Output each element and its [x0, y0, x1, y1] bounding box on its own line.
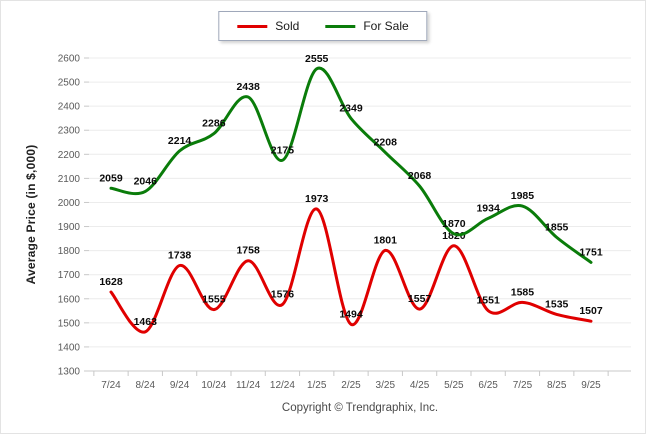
svg-text:2600: 2600	[58, 54, 81, 65]
svg-text:1900: 1900	[58, 222, 81, 233]
svg-text:2438: 2438	[236, 81, 260, 93]
svg-text:1500: 1500	[58, 318, 81, 329]
legend-label-sold: Sold	[275, 19, 300, 33]
svg-text:4/25: 4/25	[410, 380, 430, 391]
svg-text:1300: 1300	[58, 367, 81, 378]
svg-text:Average Price (in $,000): Average Price (in $,000)	[24, 145, 38, 285]
svg-text:2059: 2059	[99, 172, 123, 184]
svg-text:1855: 1855	[545, 221, 569, 233]
svg-text:1/25: 1/25	[307, 380, 327, 391]
svg-text:2046: 2046	[134, 175, 158, 187]
svg-text:9/25: 9/25	[581, 380, 601, 391]
svg-text:1870: 1870	[442, 218, 466, 230]
svg-text:7/24: 7/24	[101, 380, 121, 391]
svg-text:1585: 1585	[511, 286, 535, 298]
legend-item-for-sale: For Sale	[325, 19, 409, 33]
svg-text:3/25: 3/25	[376, 380, 396, 391]
legend-item-sold: Sold	[237, 19, 299, 33]
svg-text:1934: 1934	[476, 202, 500, 214]
svg-text:2100: 2100	[58, 174, 81, 185]
svg-text:1600: 1600	[58, 294, 81, 305]
svg-text:1494: 1494	[339, 308, 363, 320]
copyright-text: Copyright © Trendgraphix, Inc.	[281, 402, 439, 414]
svg-text:6/25: 6/25	[478, 380, 498, 391]
svg-text:1551: 1551	[476, 295, 500, 307]
svg-text:1576: 1576	[271, 289, 295, 301]
svg-text:1820: 1820	[442, 230, 466, 242]
svg-text:2208: 2208	[374, 136, 398, 148]
svg-text:2300: 2300	[58, 126, 81, 137]
svg-text:1985: 1985	[511, 190, 535, 202]
for-sale-line-swatch	[325, 24, 356, 28]
svg-text:1738: 1738	[168, 250, 192, 262]
svg-text:7/25: 7/25	[513, 380, 533, 391]
svg-text:1507: 1507	[579, 305, 603, 317]
legend-label-for-sale: For Sale	[363, 19, 409, 33]
svg-text:2214: 2214	[168, 135, 192, 147]
svg-text:8/25: 8/25	[547, 380, 567, 391]
sold-line-swatch	[237, 24, 268, 28]
svg-text:1800: 1800	[58, 246, 81, 257]
svg-text:10/24: 10/24	[201, 380, 226, 391]
svg-text:1700: 1700	[58, 270, 81, 281]
svg-text:1801: 1801	[374, 234, 398, 246]
svg-text:12/24: 12/24	[270, 380, 295, 391]
svg-text:1463: 1463	[134, 316, 158, 328]
svg-text:1557: 1557	[408, 293, 432, 305]
svg-text:2286: 2286	[202, 118, 226, 130]
svg-text:9/24: 9/24	[170, 380, 190, 391]
svg-text:1400: 1400	[58, 342, 81, 353]
svg-text:1628: 1628	[99, 276, 123, 288]
svg-text:11/24: 11/24	[236, 380, 261, 391]
svg-text:1973: 1973	[305, 193, 329, 205]
svg-text:2349: 2349	[339, 102, 363, 114]
svg-text:2555: 2555	[305, 53, 329, 65]
legend: Sold For Sale	[218, 11, 428, 41]
svg-text:1535: 1535	[545, 298, 569, 310]
svg-text:5/25: 5/25	[444, 380, 464, 391]
svg-text:2000: 2000	[58, 198, 81, 209]
svg-text:2/25: 2/25	[341, 380, 361, 391]
svg-text:2500: 2500	[58, 78, 81, 89]
svg-text:2068: 2068	[408, 170, 432, 182]
svg-text:2200: 2200	[58, 150, 81, 161]
svg-text:8/24: 8/24	[136, 380, 156, 391]
svg-text:1758: 1758	[236, 245, 260, 257]
svg-text:1751: 1751	[579, 246, 603, 258]
svg-text:2400: 2400	[58, 102, 81, 113]
svg-text:1555: 1555	[202, 294, 226, 306]
svg-text:2175: 2175	[271, 144, 295, 156]
